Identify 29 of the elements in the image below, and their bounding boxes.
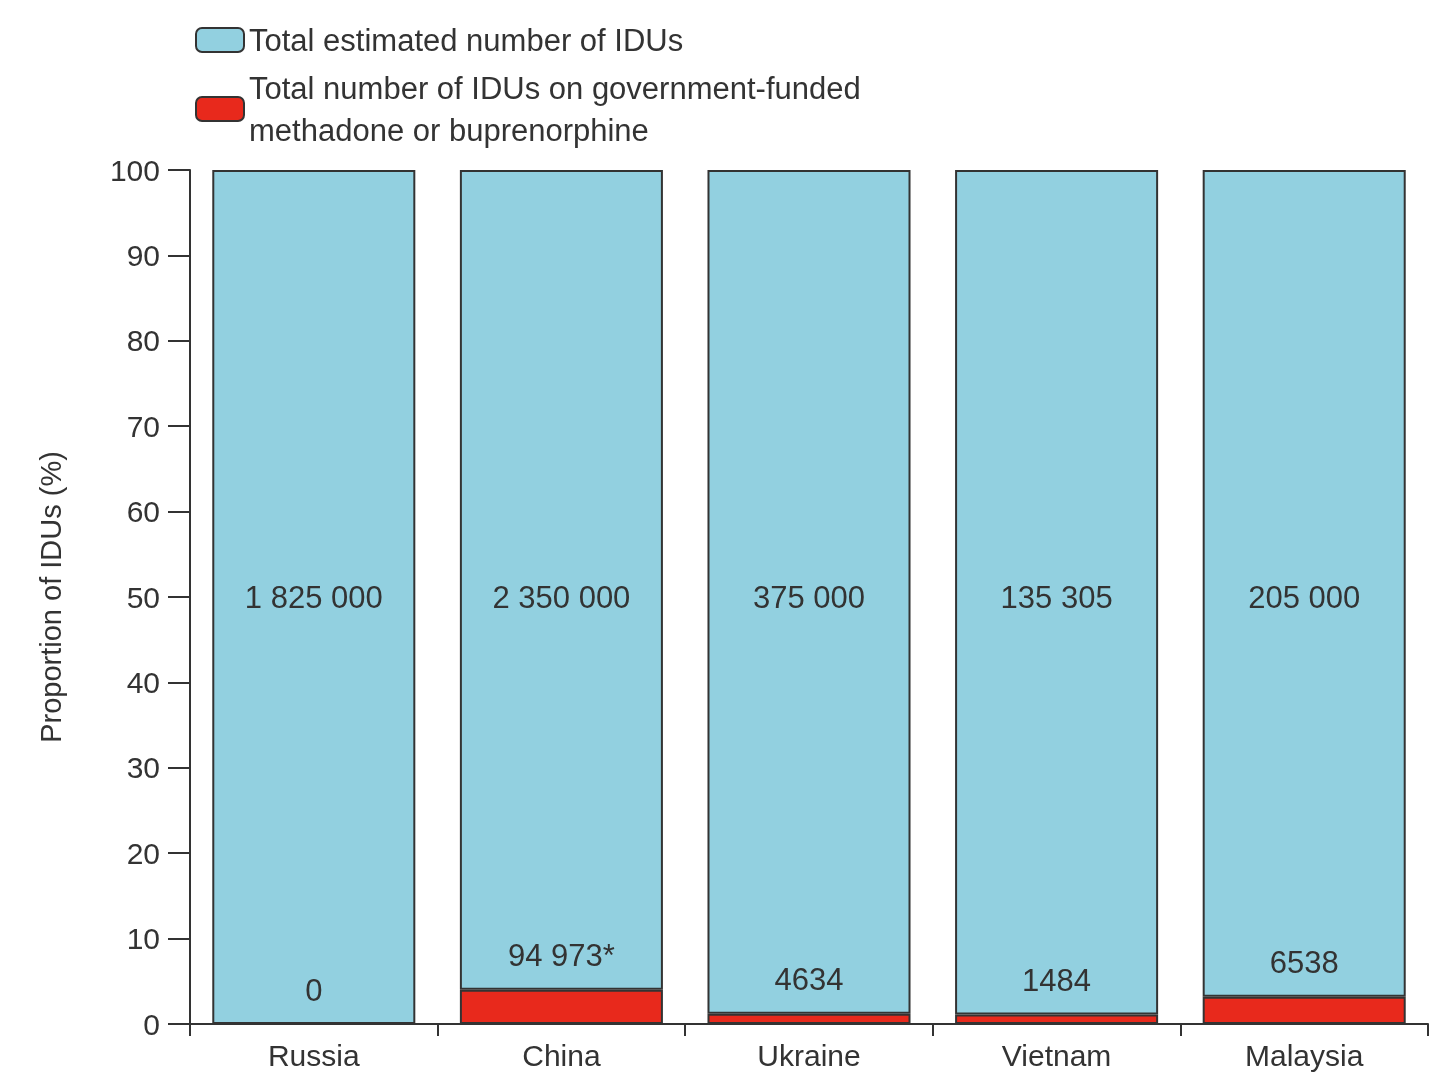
annotation: 94 973*	[507, 938, 615, 974]
annotation: 4634	[774, 962, 844, 998]
y-tick-label: 90	[126, 238, 160, 272]
y-tick-label: 20	[126, 836, 160, 870]
annotation: 375 000	[752, 579, 866, 615]
y-tick-label: 0	[143, 1007, 160, 1041]
y-tick-label: 80	[126, 324, 160, 358]
x-tick-label: Ukraine	[757, 1038, 861, 1072]
legend-label: Total estimated number of IDUs	[249, 22, 684, 58]
y-tick-label: 70	[126, 409, 160, 443]
annotation: 205 000	[1248, 579, 1361, 615]
legend-label: Total number of IDUs on government-funded methadone or buprenorphine	[249, 70, 870, 148]
x-tick-label: Malaysia	[1245, 1038, 1364, 1072]
x-tick-label: Vietnam	[1001, 1038, 1112, 1072]
y-axis-title: Proportion of IDUs (%)	[34, 451, 67, 743]
annotation: 6538	[1269, 945, 1339, 981]
y-tick-label: 100	[109, 153, 160, 187]
y-tick-label: 30	[126, 751, 160, 785]
annotation: 135 305	[1000, 579, 1113, 615]
annotation: 1484	[1022, 963, 1092, 999]
annotation: 1 825 000	[244, 579, 383, 615]
y-tick-label: 50	[126, 580, 160, 614]
y-tick-label: 10	[126, 922, 160, 956]
y-tick-label: 60	[126, 495, 160, 529]
x-tick-label: Russia	[267, 1038, 360, 1072]
annotation: 0	[305, 972, 323, 1008]
x-tick-label: China	[522, 1038, 601, 1072]
y-tick-label: 40	[126, 665, 160, 699]
annotation: 2 350 000	[492, 579, 631, 615]
